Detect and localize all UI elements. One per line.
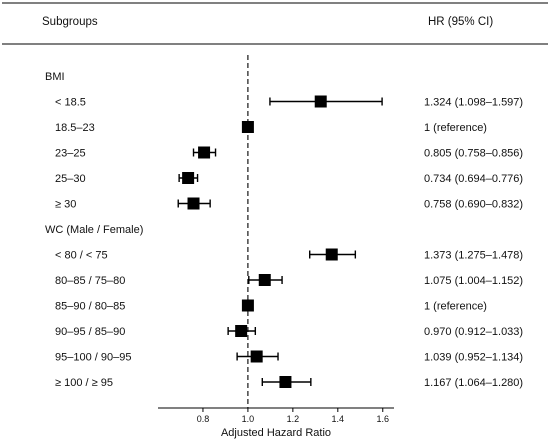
x-tick-label: 0.8 (197, 414, 210, 424)
hr-ci-value: 1.075 (1.004–1.152) (424, 275, 523, 287)
hr-point (250, 350, 263, 363)
hr-point (187, 197, 200, 210)
x-axis: 0.8 1.0 1.2 1.4 1.6 Adjusted Hazard Ratio (158, 407, 394, 439)
rows-layer: BMI < 18.5 1.324 (1.098–1.597) 18.5–23 1 (re… (45, 71, 523, 389)
header-subgroups: Subgroups (42, 16, 98, 28)
subgroup-label: ≥ 100 / ≥ 95 (55, 377, 113, 389)
hr-ci-value: 1 (reference) (424, 301, 487, 313)
hr-point (241, 121, 254, 133)
subgroup-label: 25–30 (55, 173, 86, 185)
hr-ci-value: 0.734 (0.694–0.776) (424, 173, 523, 185)
subgroup-label: 85–90 / 80–85 (55, 301, 125, 313)
hr-ci-value: 0.805 (0.758–0.856) (424, 148, 523, 160)
hr-point (182, 172, 195, 184)
hr-ci-value: 0.970 (0.912–1.033) (424, 326, 523, 338)
hr-point (279, 376, 292, 388)
subgroup-label: < 18.5 (55, 97, 86, 109)
hr-ci-value: 1.373 (1.275–1.478) (424, 250, 523, 262)
x-axis-title: Adjusted Hazard Ratio (221, 427, 331, 439)
hr-ci-value: 0.758 (0.690–0.832) (424, 199, 523, 211)
hr-point (235, 325, 248, 337)
x-tick-label: 1.2 (287, 414, 300, 424)
hr-point (325, 248, 338, 261)
hr-ci-value: 1.167 (1.064–1.280) (424, 377, 523, 389)
plot-area (177, 55, 383, 408)
hr-ci-value: 1.324 (1.098–1.597) (424, 97, 523, 109)
hr-point (258, 274, 271, 286)
hr-point (314, 95, 327, 108)
subgroup-label: 90–95 / 85–90 (55, 326, 125, 338)
subgroup-label: 95–100 / 90–95 (55, 352, 131, 364)
hr-ci-value: 1.039 (0.952–1.134) (424, 352, 523, 364)
header-hr-ci: HR (95% CI) (428, 16, 493, 28)
subgroup-label: 80–85 / 75–80 (55, 275, 125, 287)
hr-ci-value: 1 (reference) (424, 122, 487, 134)
group-label: BMI (45, 71, 65, 83)
subgroup-label: < 80 / < 75 (55, 250, 108, 262)
subgroup-label: 18.5–23 (55, 122, 95, 134)
x-tick-label: 1.6 (377, 414, 390, 424)
subgroup-label: ≥ 30 (55, 199, 76, 211)
hr-point (198, 146, 211, 159)
x-tick-label: 1.4 (332, 414, 345, 424)
subgroup-label: 23–25 (55, 148, 86, 160)
group-label: WC (Male / Female) (45, 224, 143, 236)
hr-point (241, 299, 254, 312)
x-tick-label: 1.0 (242, 414, 255, 424)
